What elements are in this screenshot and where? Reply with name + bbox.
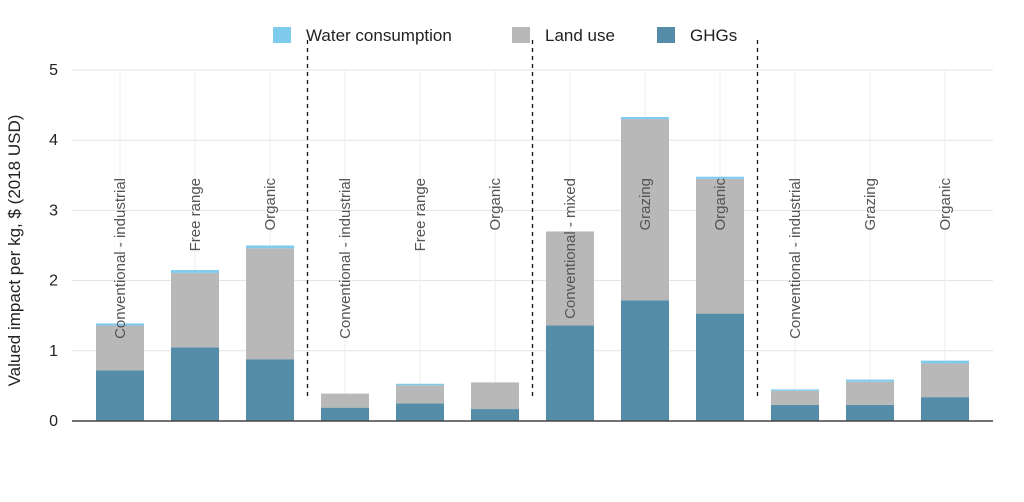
- category-label: Conventional - mixed: [562, 178, 579, 319]
- bar-segment-land-use: [846, 381, 894, 405]
- legend-label: Water consumption: [306, 26, 452, 45]
- category-label: Organic: [487, 178, 504, 231]
- bar-segment-ghgs: [771, 404, 819, 421]
- category-label: Conventional - industrial: [337, 178, 354, 339]
- category-label: Conventional - industrial: [112, 178, 129, 339]
- bar-segment-land-use: [171, 272, 219, 348]
- bar-segment-land-use: [546, 231, 594, 326]
- category-label: Free range: [187, 178, 204, 251]
- y-tick-label: 3: [49, 202, 58, 219]
- bar-segment-land-use: [246, 248, 294, 360]
- legend: Water consumption Land use GHGs: [273, 26, 737, 45]
- legend-label: Land use: [545, 26, 615, 45]
- bar-segment-water-consumption: [396, 383, 444, 386]
- bar-segment-ghgs: [396, 403, 444, 421]
- y-axis-ticks: 0 1 2 3 4 5: [49, 62, 58, 430]
- bar-segment-water-consumption: [96, 323, 144, 326]
- y-tick-label: 1: [49, 343, 58, 360]
- category-label: Organic: [712, 178, 729, 231]
- bar-segment-ghgs: [96, 370, 144, 421]
- bar-segment-land-use: [96, 325, 144, 371]
- bar-segment-water-consumption: [621, 117, 669, 120]
- bar-segment-water-consumption: [771, 389, 819, 391]
- bar-segment-land-use: [621, 119, 669, 301]
- bar-segment-land-use: [771, 390, 819, 405]
- bar-segment-ghgs: [546, 325, 594, 421]
- category-label: Grazing: [637, 178, 654, 231]
- bar-segment-ghgs: [621, 300, 669, 421]
- bar-segment-water-consumption: [846, 379, 894, 382]
- y-tick-label: 0: [49, 413, 58, 430]
- bar-segment-water-consumption: [921, 360, 969, 364]
- bar-segment-water-consumption: [171, 270, 219, 273]
- bar-segment-ghgs: [921, 397, 969, 421]
- bar-segment-land-use: [921, 363, 969, 398]
- bars: [96, 117, 969, 421]
- bar-segment-ghgs: [321, 407, 369, 421]
- bar-segment-land-use: [396, 385, 444, 404]
- category-label: Grazing: [862, 178, 879, 231]
- category-label: Conventional - industrial: [787, 178, 804, 339]
- y-tick-label: 4: [49, 132, 58, 149]
- category-label: Organic: [937, 178, 954, 231]
- bar-segment-ghgs: [471, 409, 519, 421]
- bar-segment-ghgs: [696, 313, 744, 421]
- bar-labels: Conventional - industrial Free range Organ…: [112, 178, 954, 339]
- legend-swatch: [657, 27, 675, 43]
- legend-swatch: [273, 27, 291, 43]
- bar-segment-water-consumption: [696, 176, 744, 179]
- bar-segment-ghgs: [246, 359, 294, 421]
- y-tick-label: 5: [49, 62, 58, 79]
- category-label: Organic: [262, 178, 279, 231]
- bar-segment-water-consumption: [246, 245, 294, 249]
- group-separators: [306, 40, 759, 398]
- bar-segment-land-use: [471, 382, 519, 410]
- legend-swatch: [512, 27, 530, 43]
- bar-segment-ghgs: [846, 404, 894, 421]
- category-label: Free range: [412, 178, 429, 251]
- legend-label: GHGs: [690, 26, 737, 45]
- bar-segment-land-use: [696, 178, 744, 314]
- y-axis-label: Valued impact per kg, $ (2018 USD): [5, 115, 24, 387]
- y-tick-label: 2: [49, 273, 58, 290]
- bar-segment-ghgs: [171, 347, 219, 421]
- bar-segment-land-use: [321, 393, 369, 408]
